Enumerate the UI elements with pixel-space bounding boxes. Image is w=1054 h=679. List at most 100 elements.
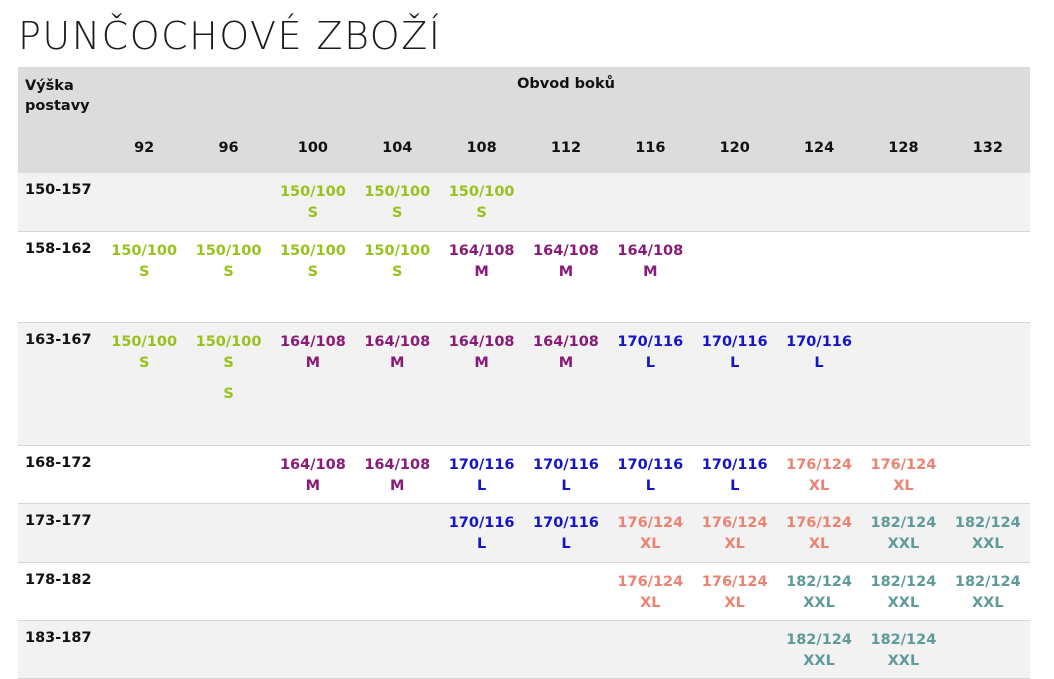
size-letter: M xyxy=(305,354,321,371)
size-code: 176/124 xyxy=(786,514,852,531)
size-code: 176/124 xyxy=(617,573,684,590)
row-height-label: 173-177 xyxy=(18,503,102,563)
size-code: 164/108 xyxy=(448,333,515,350)
size-letter: L xyxy=(814,354,824,371)
size-letter: XXL xyxy=(887,594,920,611)
size-cell: 150/100 S xyxy=(102,231,187,323)
size-cell: 176/124 XL xyxy=(692,503,777,563)
size-letter: XXL xyxy=(887,535,920,552)
size-cell: 170/116 L xyxy=(608,445,693,504)
size-cell xyxy=(523,173,609,232)
size-code: 150/100 xyxy=(364,184,431,200)
size-cell: 176/124 XL xyxy=(776,503,862,563)
column-group-header: Obvod boků xyxy=(102,67,1031,122)
size-code: 170/116 xyxy=(617,333,684,350)
size-cell: 164/108 M xyxy=(270,322,356,446)
size-letter: M xyxy=(474,354,489,371)
size-code: 164/108 xyxy=(533,333,599,350)
size-letter: XXL xyxy=(972,535,1004,552)
size-cell: 170/116 L xyxy=(692,322,777,446)
size-cell: 182/124 XXL xyxy=(945,562,1031,621)
size-code: 164/108 xyxy=(279,456,346,473)
size-letter: XXL xyxy=(887,652,920,669)
size-cell xyxy=(692,231,777,323)
row-height-label: 163-167 xyxy=(18,322,102,446)
size-letter: M xyxy=(643,263,658,280)
size-cell xyxy=(102,445,187,504)
size-cell: 150/100 S xyxy=(186,231,271,323)
column-header-108: 108 xyxy=(439,122,524,173)
size-cell: 164/108 M xyxy=(608,231,693,323)
size-code: 182/124 xyxy=(954,573,1021,590)
column-header-124: 124 xyxy=(776,122,862,173)
size-code: 176/124 xyxy=(786,456,852,473)
size-code: 164/108 xyxy=(533,242,599,259)
size-cell xyxy=(186,503,271,563)
row-height-label: 168-172 xyxy=(18,445,102,504)
size-code: 150/100 xyxy=(111,242,178,259)
size-cell xyxy=(861,231,946,323)
size-cell xyxy=(861,173,946,232)
size-cell: 170/116 L xyxy=(608,322,693,446)
size-cell: 182/124 XXL xyxy=(861,503,946,563)
size-letter: XXL xyxy=(803,652,835,669)
column-header-row: 92 96 100 104 108 112 116 120 124 128 132 xyxy=(18,122,1031,173)
size-cell xyxy=(861,322,946,446)
size-cell xyxy=(692,620,777,679)
size-letter: S xyxy=(307,205,319,221)
size-code: 164/108 xyxy=(617,242,684,259)
size-cell xyxy=(270,503,356,563)
size-letter: L xyxy=(476,535,487,552)
table-row: 168-172 164/108 M 164/108 M 170/116 L 170/116 L 1… xyxy=(18,445,1031,504)
size-cell xyxy=(186,620,271,679)
size-cell: 164/108 M xyxy=(439,322,524,446)
column-header-116: 116 xyxy=(608,122,693,173)
column-header-96: 96 xyxy=(186,122,271,173)
size-cell: 176/124 XL xyxy=(692,562,777,621)
size-cell: 182/124 XXL xyxy=(776,620,862,679)
size-letter: XL xyxy=(640,594,661,611)
size-cell xyxy=(186,562,271,621)
size-letter: XL xyxy=(724,535,745,552)
size-cell: 150/100 S xyxy=(270,231,356,323)
size-cell: 150/100 S xyxy=(439,173,524,232)
size-cell xyxy=(102,503,187,563)
size-cell xyxy=(523,620,609,679)
size-code: 150/100 xyxy=(448,184,515,200)
size-code: 176/124 xyxy=(870,456,937,473)
size-letter: M xyxy=(474,263,489,280)
size-code: 150/100 xyxy=(279,184,346,200)
size-cell xyxy=(776,173,862,232)
size-code: 150/100 xyxy=(195,242,262,259)
size-cell xyxy=(945,445,1031,504)
size-cell: 150/100 S xyxy=(355,231,440,323)
size-cell xyxy=(355,562,440,621)
size-cell: 176/124 XL xyxy=(861,445,946,504)
size-cell: 176/124 XL xyxy=(608,503,693,563)
size-letter: S xyxy=(138,263,150,280)
size-cell xyxy=(945,173,1031,232)
size-chart-table: Výška postavy Obvod boků 92 96 100 104 108 11… xyxy=(18,67,1031,679)
row-height-label: 158-162 xyxy=(18,231,102,323)
size-cell: 170/116 L xyxy=(523,445,609,504)
size-code: 150/100 xyxy=(279,242,346,259)
size-code: 170/116 xyxy=(786,333,852,350)
size-cell xyxy=(186,445,271,504)
size-letter: S xyxy=(223,263,234,280)
size-code: 150/100 xyxy=(111,333,178,350)
size-code: 170/116 xyxy=(533,514,599,531)
size-code: 164/108 xyxy=(364,333,431,350)
row-height-label: 183-187 xyxy=(18,620,102,679)
size-code: 164/108 xyxy=(279,333,346,350)
table-header: Výška postavy Obvod boků 92 96 100 104 108 11… xyxy=(18,67,1031,173)
size-cell: 170/116 L xyxy=(439,445,524,504)
size-cell: 182/124 XXL xyxy=(861,562,946,621)
size-letter: M xyxy=(305,477,321,494)
size-code: 182/124 xyxy=(870,573,937,590)
size-letter: L xyxy=(561,535,571,552)
size-letter: XL xyxy=(808,477,830,494)
size-cell: 164/108 M xyxy=(439,231,524,323)
column-header-104: 104 xyxy=(355,122,440,173)
size-cell xyxy=(945,322,1031,446)
size-letter: L xyxy=(645,477,655,494)
